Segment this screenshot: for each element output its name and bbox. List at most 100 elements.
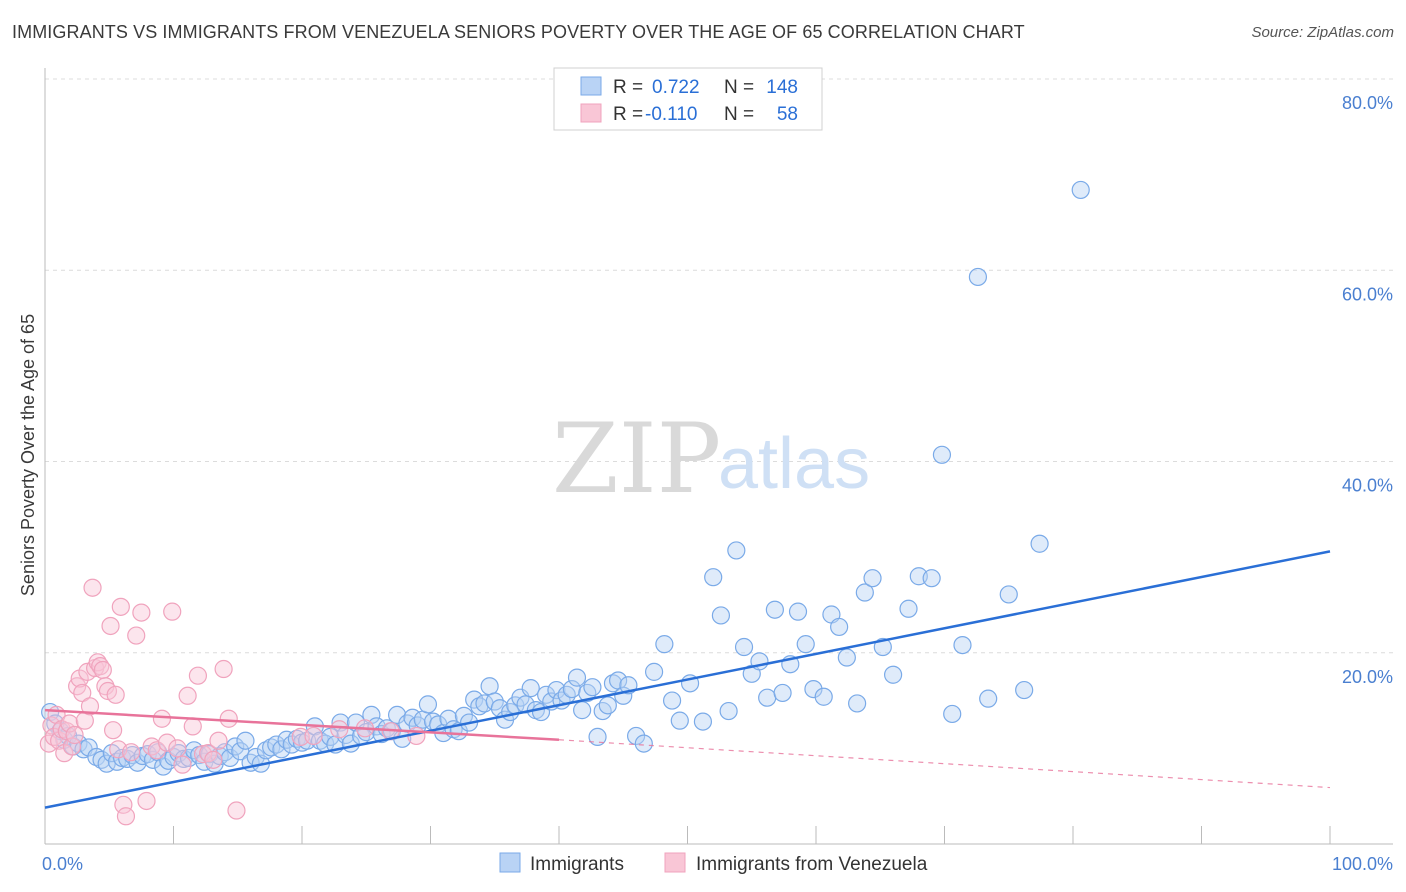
immigrants-point: [932, 445, 952, 464]
immigrants-point: [1071, 180, 1090, 200]
immigrants-point: [796, 635, 815, 654]
bottom-legend-swatch-immigrants: [499, 852, 521, 873]
x-tick-labels: 0.0% 100.0%: [42, 854, 1393, 874]
x-tick-label: 0.0%: [42, 854, 83, 874]
immigrants-point: [922, 569, 941, 588]
legend-n-label-1: N =: [724, 77, 754, 98]
venezuela-point: [168, 739, 187, 758]
immigrants-point: [863, 569, 882, 588]
immigrants-point: [662, 691, 682, 710]
venezuela-point: [157, 733, 177, 752]
immigrants-point: [256, 741, 276, 760]
venezuela-point: [214, 659, 233, 679]
venezuela-point: [83, 578, 102, 597]
immigrants-point: [758, 688, 777, 707]
venezuela-point: [173, 755, 192, 774]
venezuela-point: [80, 697, 100, 716]
immigrants-point: [562, 679, 581, 699]
immigrants-point: [670, 711, 689, 730]
y-tick-labels: 20.0% 40.0% 60.0% 80.0%: [1342, 93, 1393, 687]
bottom-legend-immigrants: Immigrants: [530, 854, 624, 875]
legend-box: R = 0.722 N = 148 R = -0.110 N = 58: [553, 67, 823, 131]
venezuela-point: [104, 721, 123, 740]
y-tick-label: 40.0%: [1342, 476, 1393, 496]
watermark: ZIP atlas: [552, 403, 870, 515]
immigrants-point: [593, 701, 612, 721]
venezuela-point: [111, 597, 130, 616]
venezuela-point: [101, 616, 120, 636]
legend-swatch-venezuela: [580, 103, 602, 123]
venezuela-point: [65, 725, 84, 745]
venezuela-point: [114, 795, 133, 814]
immigrants-point: [711, 606, 731, 625]
legend-n-value-1: 148: [766, 77, 798, 98]
venezuela-point: [137, 791, 156, 811]
bottom-legend-venezuela: Immigrants from Venezuela: [696, 854, 928, 875]
venezuela-point: [127, 626, 146, 645]
venezuela-point: [73, 683, 92, 703]
legend-r-label-1: R =: [613, 77, 643, 98]
venezuela-point: [60, 714, 79, 733]
watermark-atlas: atlas: [718, 424, 870, 504]
legend-swatch-immigrants: [580, 76, 602, 96]
venezuela-trend-line: [44, 708, 560, 742]
immigrants-point: [899, 599, 918, 618]
immigrants-point: [1015, 680, 1034, 700]
legend-r-value-2: -0.110: [645, 104, 697, 125]
venezuela-point: [219, 709, 238, 728]
y-axis-label: Seniors Poverty Over the Age of 65: [18, 314, 38, 596]
legend-r-value-1: 0.722: [652, 77, 700, 98]
immigrants-point: [953, 635, 972, 655]
immigrants-point: [480, 677, 499, 696]
immigrants-point: [943, 704, 962, 724]
venezuela-point: [330, 720, 349, 739]
venezuela-point: [183, 717, 202, 736]
venezuela-point: [209, 731, 228, 750]
venezuela-point: [106, 685, 125, 704]
immigrants-point: [573, 701, 592, 720]
legend-n-label-2: N =: [724, 104, 754, 125]
immigrants-point: [583, 678, 602, 697]
immigrants-point: [644, 662, 664, 681]
immigrants-point: [719, 701, 738, 721]
immigrants-point: [773, 683, 792, 703]
chart-title: IMMIGRANTS VS IMMIGRANTS FROM VENEZUELA …: [12, 22, 1025, 42]
immigrants-point: [830, 617, 849, 637]
immigrants-point: [521, 679, 540, 698]
venezuela-point: [188, 666, 208, 685]
immigrants-point: [968, 267, 988, 287]
immigrants-point: [626, 726, 646, 746]
venezuela-point: [193, 745, 213, 764]
immigrants-point: [848, 694, 867, 713]
legend-r-label-2: R =: [613, 104, 643, 125]
chart-source: Source: ZipAtlas.com: [1251, 24, 1394, 41]
venezuela-points: [39, 578, 426, 826]
y-tick-label: 20.0%: [1342, 667, 1393, 687]
bottom-legend: Immigrants Immigrants from Venezuela: [499, 852, 928, 875]
immigrants-point: [704, 568, 723, 587]
axes: [44, 68, 1393, 845]
venezuela-point: [163, 602, 182, 621]
venezuela-point: [178, 686, 197, 705]
immigrants-point: [999, 585, 1018, 604]
immigrants-point: [1030, 534, 1049, 553]
immigrants-point: [418, 695, 438, 714]
immigrants-point: [87, 747, 106, 767]
venezuela-point: [291, 727, 310, 747]
immigrants-point: [727, 541, 746, 560]
gridlines: [45, 78, 1393, 654]
immigrants-point: [547, 680, 566, 700]
venezuela-point: [62, 737, 82, 756]
immigrants-point: [693, 712, 713, 731]
immigrants-point: [804, 679, 823, 699]
venezuela-point: [116, 807, 136, 826]
immigrants-point: [734, 637, 754, 657]
immigrants-point: [272, 740, 291, 759]
venezuela-point: [152, 709, 172, 728]
x-tick-label: 100.0%: [1332, 854, 1393, 874]
venezuela-point: [132, 603, 151, 622]
bottom-legend-swatch-venezuela: [664, 852, 686, 873]
venezuela-trend-extension: [558, 739, 1331, 789]
immigrants-trend-line: [44, 550, 1331, 809]
y-tick-label: 60.0%: [1342, 284, 1393, 304]
